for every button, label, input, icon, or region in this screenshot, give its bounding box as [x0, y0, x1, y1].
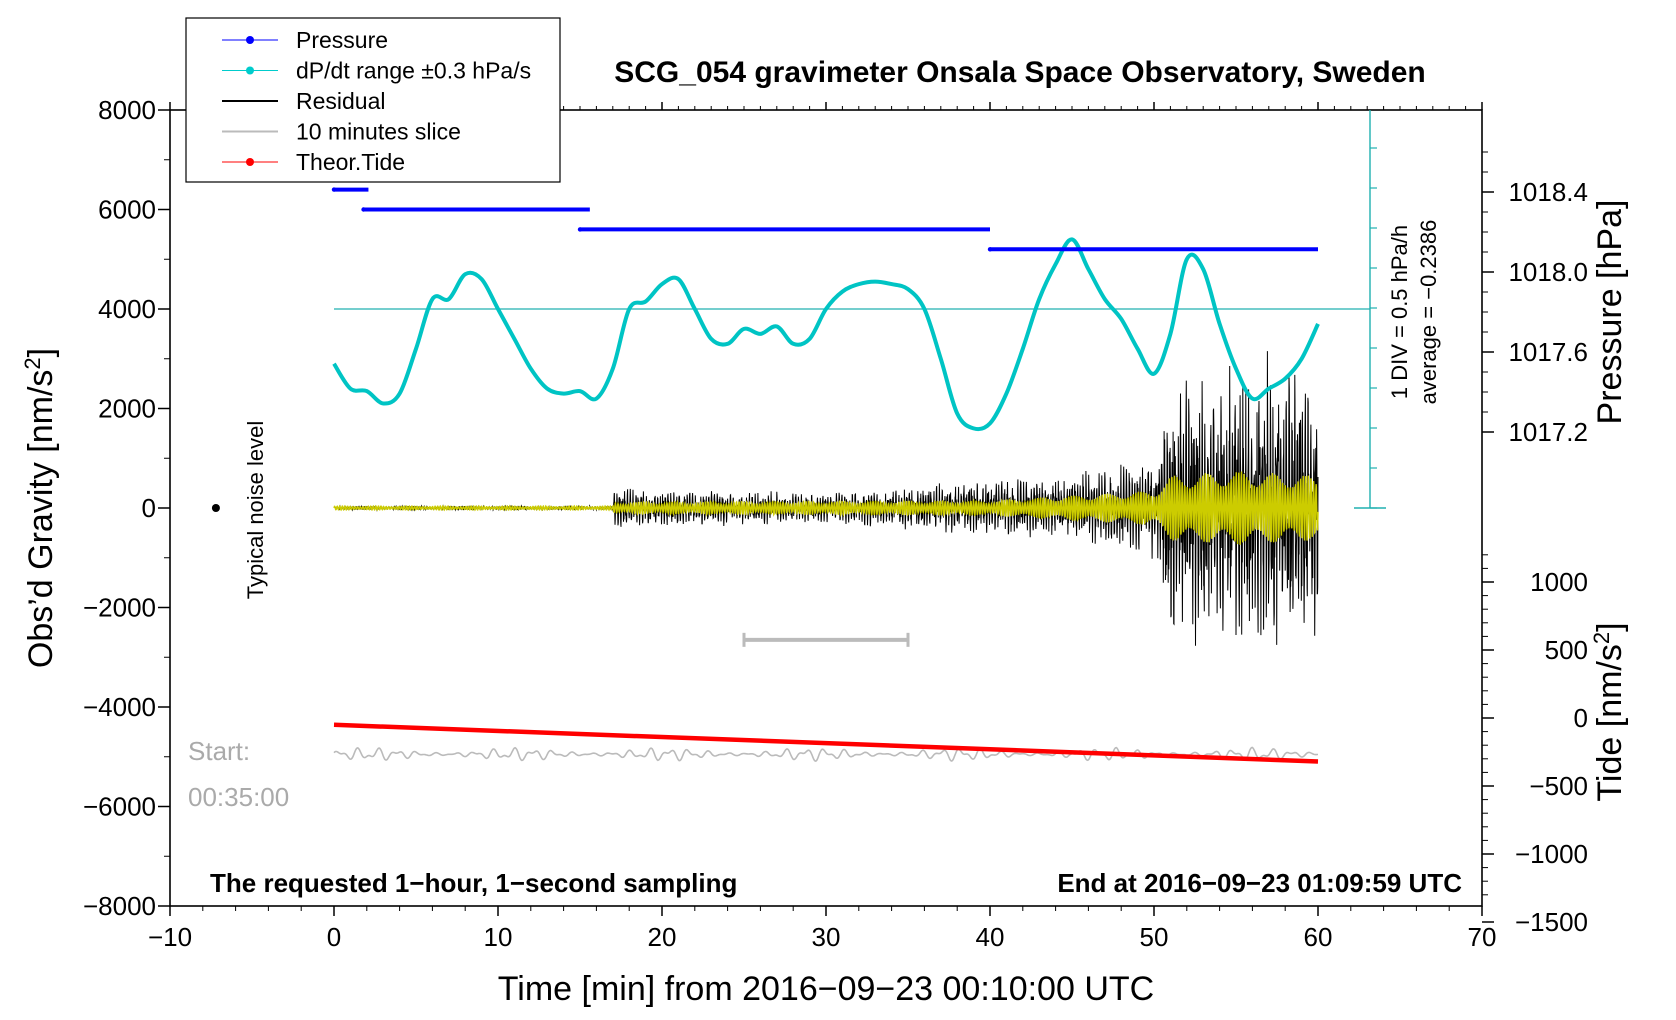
legend-entry: 10 minutes slice	[222, 119, 461, 145]
legend-entry: dP/dt range ±0.3 hPa/s	[222, 58, 531, 84]
x-tick-label: 20	[648, 922, 677, 952]
filtered-residual-series-line	[333, 471, 1319, 545]
div-label: 1 DIV = 0.5 hPa/h	[1387, 225, 1412, 399]
start-label: Start:	[188, 736, 250, 766]
y-tick-label: 4000	[98, 294, 156, 324]
y-axis-label-tide: Tide [nm/s2]	[1589, 622, 1630, 801]
pressure-step-start-point	[331, 187, 337, 192]
tide-series-line	[333, 722, 1319, 764]
pressure-tick-label: 1017.2	[1508, 417, 1588, 447]
y-tick-label: 6000	[98, 195, 156, 225]
y-axis-label-tide-sup: 2	[1589, 632, 1614, 644]
tide-tick-label: 1000	[1530, 567, 1588, 597]
legend-marker	[246, 66, 254, 75]
chart-title: SCG_054 gravimeter Onsala Space Observat…	[614, 56, 1426, 89]
dpdt-series-line	[332, 237, 1320, 432]
legend-label: Theor.Tide	[296, 149, 405, 175]
legend-marker	[246, 158, 254, 166]
y-tick-label: −2000	[83, 593, 156, 623]
noise-level-marker	[211, 504, 220, 512]
y-tick-label: −6000	[83, 792, 156, 822]
start-time: 00:35:00	[188, 782, 289, 812]
x-tick-label: 0	[327, 922, 341, 952]
legend-label: 10 minutes slice	[296, 119, 461, 145]
legend-entry: Theor.Tide	[222, 149, 405, 175]
tide-tick-label: −1500	[1515, 907, 1588, 937]
y-tick-label: −8000	[83, 891, 156, 921]
pressure-tick-label: 1018.0	[1508, 257, 1588, 287]
pressure-tick-label: 1017.6	[1508, 337, 1588, 367]
legend: Pressure dP/dt range ±0.3 hPa/s Residual 10…	[185, 17, 561, 183]
y-tick-label: −4000	[83, 692, 156, 722]
bottom-left-note: The requested 1−hour, 1−second sampling	[210, 868, 737, 898]
y-axis-label-left: Obs’d Gravity [nm/s2]	[20, 348, 61, 668]
legend-label: dP/dt range ±0.3 hPa/s	[296, 58, 531, 84]
pressure-step-start-point	[577, 227, 583, 232]
tide-tick-label: −1000	[1515, 839, 1588, 869]
y-tick-label: 8000	[98, 95, 156, 125]
x-tick-label: 50	[1140, 922, 1169, 952]
x-axis-label: Time [min] from 2016−09−23 00:10:00 UTC	[498, 970, 1154, 1008]
tide-tick-label: −500	[1529, 771, 1588, 801]
y-axis-label-tide-main: Tide [nm/s	[1591, 644, 1629, 801]
y-axis-label-left-close: ]	[22, 348, 60, 357]
legend-label: Pressure	[296, 27, 388, 53]
legend-label: Residual	[296, 88, 386, 114]
noise-label: Typical noise level	[243, 421, 268, 600]
average-label: average = −0.2386	[1416, 220, 1441, 405]
x-tick-label: 60	[1304, 922, 1333, 952]
pressure-tick-label: 1018.4	[1508, 177, 1588, 207]
y-axis-label-left-sup: 2	[20, 357, 45, 369]
pressure-step-start-point	[987, 247, 993, 252]
x-tick-label: 40	[976, 922, 1005, 952]
x-tick-label: −10	[148, 922, 192, 952]
y-axis-label-tide-close: ]	[1591, 622, 1629, 631]
legend-entry: Pressure	[222, 27, 388, 53]
y-tick-label: 2000	[98, 394, 156, 424]
x-tick-label: 30	[812, 922, 841, 952]
series-layer	[211, 187, 1370, 764]
tide-tick-label: 500	[1545, 635, 1588, 665]
y-tick-label: 0	[142, 493, 156, 523]
x-tick-label: 70	[1468, 922, 1497, 952]
bottom-right-note: End at 2016−09−23 01:09:59 UTC	[1057, 868, 1462, 898]
axis-ticks: −10 0 10 20 30 40 50 60 70 8000 6000 4000 2000 0 −2000…	[83, 95, 1588, 952]
tide-tick-label: 0	[1574, 703, 1588, 733]
x-tick-label: 10	[484, 922, 513, 952]
legend-marker	[246, 36, 254, 44]
legend-entries: Pressure dP/dt range ±0.3 hPa/s Residual 10…	[222, 27, 531, 175]
pressure-step-start-point	[361, 207, 366, 212]
y-axis-label-pressure: Pressure [hPa]	[1591, 200, 1629, 425]
y-axis-label-left-main: Obs’d Gravity [nm/s	[22, 370, 60, 669]
legend-entry: Residual	[222, 88, 386, 114]
